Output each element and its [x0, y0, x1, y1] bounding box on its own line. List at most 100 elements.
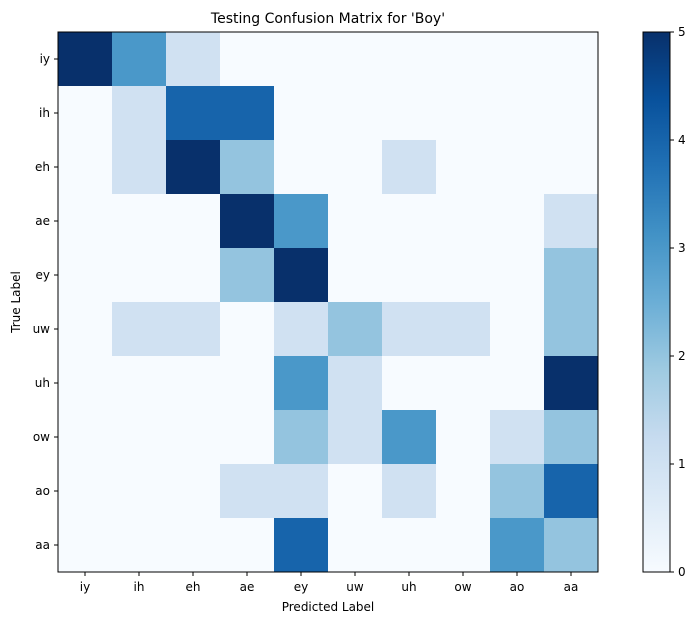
heatmap-cell-iy-iy — [58, 32, 113, 87]
x-tick-label: uw — [346, 580, 364, 594]
heatmap-cell-eh-eh — [166, 140, 221, 195]
heatmap-cell-ih-uw — [328, 86, 383, 141]
heatmap-cell-uw-eh — [166, 302, 221, 357]
x-tick-label: aa — [564, 580, 579, 594]
heatmap-cell-aa-eh — [166, 518, 221, 573]
heatmap-cell-uh-uh — [382, 356, 437, 411]
heatmap-cell-aa-ae — [220, 518, 275, 573]
heatmap-cell-ey-ow — [436, 248, 491, 303]
plot-frame — [57, 31, 599, 573]
heatmap-cell-ih-aa — [544, 86, 599, 141]
heatmap-cell-uw-uh — [382, 302, 437, 357]
colorbar-tick-label: 1 — [678, 457, 686, 471]
heatmap-cell-ow-aa — [544, 410, 599, 465]
y-tick-label: aa — [35, 538, 50, 552]
heatmap-cell-ow-uh — [382, 410, 437, 465]
heatmap-cell-ey-eh — [166, 248, 221, 303]
colorbar — [642, 31, 671, 573]
heatmap-cell-uw-ih — [112, 302, 167, 357]
heatmap-cell-ey-aa — [544, 248, 599, 303]
heatmap-cell-aa-aa — [544, 518, 599, 573]
x-axis-label: Predicted Label — [282, 600, 375, 614]
heatmap-cell-ow-ey — [274, 410, 329, 465]
heatmap-cell-iy-eh — [166, 32, 221, 87]
y-tick-label: eh — [35, 160, 50, 174]
heatmap-cell-ao-ey — [274, 464, 329, 519]
heatmap-cell-aa-ao — [490, 518, 545, 573]
heatmap-cell-uh-aa — [544, 356, 599, 411]
heatmap-cell-ow-eh — [166, 410, 221, 465]
heatmap-cell-eh-ao — [490, 140, 545, 195]
heatmap-cell-uh-iy — [58, 356, 113, 411]
heatmap-cell-uh-ey — [274, 356, 329, 411]
y-tick-label: ao — [35, 484, 50, 498]
heatmap-cell-ow-iy — [58, 410, 113, 465]
heatmap-cell-iy-ae — [220, 32, 275, 87]
heatmap-cell-uh-ih — [112, 356, 167, 411]
x-tick-label: ae — [240, 580, 255, 594]
colorbar-tick-label: 0 — [678, 565, 686, 579]
heatmap-cell-ao-eh — [166, 464, 221, 519]
heatmap-cell-ow-ao — [490, 410, 545, 465]
heatmap-cell-iy-ow — [436, 32, 491, 87]
heatmap-cell-ow-ih — [112, 410, 167, 465]
heatmap-cell-aa-uh — [382, 518, 437, 573]
heatmap-cell-uw-ao — [490, 302, 545, 357]
y-tick-label: ow — [33, 430, 50, 444]
heatmap-cell-eh-aa — [544, 140, 599, 195]
heatmap-cell-iy-aa — [544, 32, 599, 87]
heatmap-cell-ow-ow — [436, 410, 491, 465]
x-tick-label: ey — [294, 580, 308, 594]
heatmap-cell-ao-ih — [112, 464, 167, 519]
heatmap-cell-ao-ae — [220, 464, 275, 519]
x-tick-label: iy — [80, 580, 90, 594]
colorbar-tick-label: 3 — [678, 241, 686, 255]
heatmap-cell-aa-uw — [328, 518, 383, 573]
heatmap-cell-uw-ow — [436, 302, 491, 357]
heatmap-cell-ae-ey — [274, 194, 329, 249]
y-tick-label: uh — [35, 376, 50, 390]
heatmap-cell-eh-iy — [58, 140, 113, 195]
heatmap-cell-uw-ae — [220, 302, 275, 357]
heatmap-cell-ey-uw — [328, 248, 383, 303]
heatmap-cell-ao-ow — [436, 464, 491, 519]
y-tick-label: uw — [33, 322, 51, 336]
heatmap-cell-eh-ae — [220, 140, 275, 195]
heatmap-cell-iy-uh — [382, 32, 437, 87]
y-tick-label: ih — [39, 106, 50, 120]
x-tick-label: eh — [186, 580, 201, 594]
heatmap-cell-ae-ih — [112, 194, 167, 249]
heatmap-cell-ae-eh — [166, 194, 221, 249]
heatmap-cell-ae-uw — [328, 194, 383, 249]
heatmap-cells — [58, 32, 599, 573]
heatmap-cell-ao-uh — [382, 464, 437, 519]
heatmap-cell-uh-ao — [490, 356, 545, 411]
heatmap-cell-aa-ey — [274, 518, 329, 573]
heatmap-cell-aa-ih — [112, 518, 167, 573]
heatmap-cell-aa-iy — [58, 518, 113, 573]
heatmap-cell-ey-ey — [274, 248, 329, 303]
heatmap-cell-ih-iy — [58, 86, 113, 141]
heatmap-cell-ae-ae — [220, 194, 275, 249]
y-tick-label: iy — [40, 52, 50, 66]
heatmap-cell-ao-iy — [58, 464, 113, 519]
heatmap-cell-ao-ao — [490, 464, 545, 519]
heatmap-cell-aa-ow — [436, 518, 491, 573]
heatmap-cell-uh-uw — [328, 356, 383, 411]
heatmap-cell-ow-uw — [328, 410, 383, 465]
y-axis-label: True Label — [9, 271, 23, 334]
heatmap-cell-eh-uh — [382, 140, 437, 195]
heatmap-cell-ae-iy — [58, 194, 113, 249]
colorbar-tick-label: 2 — [678, 349, 686, 363]
heatmap-cell-ih-ow — [436, 86, 491, 141]
heatmap-cell-ao-uw — [328, 464, 383, 519]
heatmap-cell-ae-ow — [436, 194, 491, 249]
x-tick-label: ow — [454, 580, 471, 594]
heatmap-cell-iy-ao — [490, 32, 545, 87]
heatmap-cell-ey-ih — [112, 248, 167, 303]
y-tick-label: ey — [36, 268, 50, 282]
heatmap-cell-ey-uh — [382, 248, 437, 303]
chart-title: Testing Confusion Matrix for 'Boy' — [210, 11, 445, 27]
heatmap-cell-ih-eh — [166, 86, 221, 141]
